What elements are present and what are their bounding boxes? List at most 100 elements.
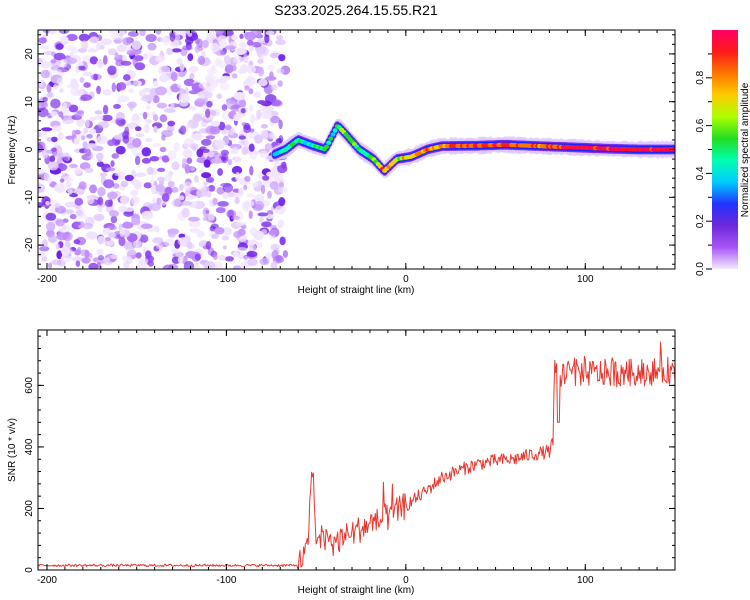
ridge-core — [326, 140, 332, 145]
noise-blob — [102, 104, 109, 115]
noise-blob — [223, 55, 231, 65]
noise-blob — [88, 117, 96, 122]
noise-blob — [234, 196, 240, 205]
noise-blob — [263, 84, 273, 95]
noise-blob — [107, 65, 117, 76]
noise-blob — [167, 150, 177, 160]
noise-blob — [261, 184, 266, 195]
noise-blob — [232, 55, 243, 64]
noise-blob — [218, 121, 226, 131]
noise-blob — [164, 173, 172, 182]
noise-blob — [40, 69, 50, 79]
noise-blob — [201, 138, 212, 146]
noise-blob — [265, 76, 277, 81]
noise-blob — [134, 62, 146, 71]
noise-blob — [153, 125, 158, 134]
noise-blob — [231, 166, 243, 175]
noise-blob — [135, 126, 142, 132]
noise-blob — [183, 181, 192, 191]
noise-blob — [252, 182, 259, 188]
noise-blob — [231, 215, 240, 220]
colorbar-label: Normalized spectral amplitude — [740, 82, 750, 217]
noise-blob — [273, 161, 282, 167]
noise-blob — [197, 55, 206, 65]
noise-blob — [253, 200, 265, 211]
noise-blob — [154, 225, 159, 231]
noise-blob — [144, 137, 153, 143]
noise-blob — [122, 135, 130, 144]
noise-blob — [276, 35, 284, 41]
noise-blob — [83, 82, 91, 88]
x-tick-label: 100 — [577, 575, 594, 586]
noise-blob — [45, 212, 57, 221]
noise-blob — [79, 77, 85, 83]
noise-blob — [39, 61, 52, 69]
noise-blob — [233, 156, 242, 163]
noise-blob — [232, 265, 242, 269]
y-tick-label: 0 — [24, 567, 35, 573]
noise-blob — [244, 85, 250, 91]
noise-blob — [65, 57, 77, 65]
noise-blob — [48, 262, 53, 269]
noise-blob — [163, 108, 176, 113]
noise-blob — [253, 150, 259, 156]
noise-blob — [124, 207, 134, 213]
noise-blob — [127, 31, 139, 37]
snr-axes: -200 -100 0 100 0 200 400 600 — [24, 330, 676, 586]
noise-blob — [220, 149, 229, 156]
noise-blob — [45, 200, 50, 206]
y-tick-label: 600 — [24, 377, 35, 394]
noise-blob — [257, 58, 264, 64]
noise-blob — [81, 257, 91, 264]
noise-blob — [41, 127, 53, 132]
noise-blob — [114, 52, 119, 59]
noise-blob — [145, 105, 152, 111]
noise-blob — [211, 157, 223, 164]
noise-blob — [262, 175, 270, 181]
noise-blob — [94, 115, 104, 120]
noise-blob — [178, 195, 185, 201]
noise-blob — [96, 135, 108, 145]
noise-blob — [56, 250, 63, 260]
noise-blob — [250, 113, 255, 124]
colorbar-tick-label: 0.2 — [695, 214, 706, 228]
noise-blob — [246, 193, 255, 198]
noise-blob — [214, 139, 226, 150]
noise-blob — [278, 186, 288, 194]
noise-blob — [246, 65, 256, 74]
noise-blob — [161, 155, 170, 163]
noise-blob — [236, 247, 248, 252]
colorbar-tick-label: 0.8 — [695, 70, 706, 84]
noise-blob — [196, 157, 207, 164]
noise-blob — [230, 65, 237, 72]
noise-blob — [130, 115, 142, 124]
noise-blob — [279, 236, 286, 246]
noise-blob — [51, 125, 62, 132]
noise-blob — [245, 76, 257, 86]
noise-blob — [253, 230, 265, 241]
noise-blob — [46, 221, 56, 232]
noise-blob — [85, 231, 97, 238]
y-tick-label: -20 — [24, 237, 35, 252]
noise-blob — [38, 143, 44, 153]
noise-blob — [130, 196, 140, 206]
noise-blob — [78, 214, 87, 219]
noise-blob — [182, 45, 193, 51]
noise-blob — [140, 234, 149, 243]
noise-blob — [65, 209, 74, 215]
noise-blob — [203, 180, 208, 187]
noise-blob — [160, 65, 170, 73]
noise-blob — [217, 201, 229, 207]
noise-blob — [58, 30, 70, 34]
noise-blob — [97, 198, 102, 204]
noise-blob — [77, 48, 87, 53]
noise-blob — [218, 254, 226, 261]
y-tick-label: 20 — [24, 48, 35, 60]
noise-blob — [186, 157, 193, 164]
x-tick-label: 0 — [403, 575, 409, 586]
x-tick-label: -200 — [37, 575, 57, 586]
noise-blob — [152, 114, 159, 122]
noise-blob — [157, 167, 166, 172]
noise-blob — [192, 262, 200, 269]
noise-blob — [84, 167, 94, 173]
